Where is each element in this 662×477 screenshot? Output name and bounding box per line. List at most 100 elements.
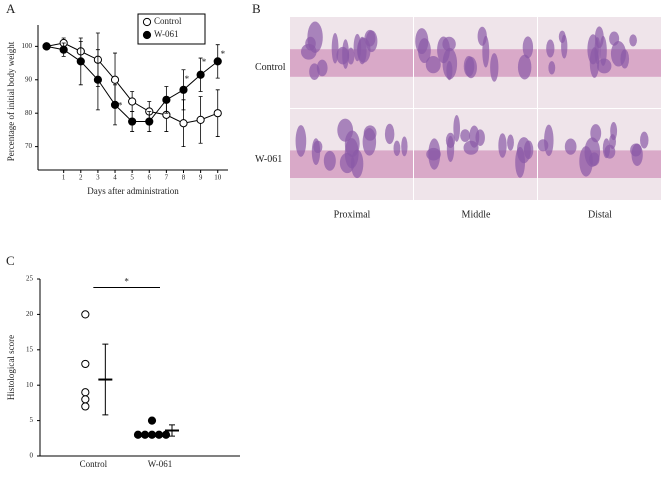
legend-marker: [142, 30, 152, 40]
point: [154, 430, 164, 439]
crypt: [522, 36, 534, 59]
crypt: [446, 135, 455, 163]
y-tick-label: 25: [26, 275, 34, 283]
point: [213, 109, 222, 118]
y-tick-label: 5: [30, 416, 34, 424]
column-label: Middle: [462, 209, 491, 220]
point: [161, 430, 171, 439]
point: [162, 95, 171, 104]
crypt: [350, 149, 364, 179]
legend-marker: [142, 17, 152, 27]
x-tick-label: 3: [96, 174, 100, 182]
crypt: [599, 35, 607, 66]
x-tick-label: 4: [113, 174, 117, 182]
crypt: [336, 46, 350, 65]
crypt: [498, 133, 507, 158]
point: [81, 395, 90, 404]
point: [110, 100, 120, 109]
crypt: [517, 54, 532, 80]
crypt: [537, 139, 549, 152]
x-tick-label: 2: [79, 174, 83, 182]
crypt: [475, 129, 485, 146]
crypt: [460, 129, 471, 142]
x-tick-label: 8: [182, 174, 186, 182]
column-label: Distal: [588, 209, 612, 220]
crypt: [561, 34, 568, 59]
x-tick-label: 7: [165, 174, 169, 182]
crypt: [344, 130, 360, 157]
crypt: [523, 140, 534, 160]
point: [81, 359, 90, 369]
crypt: [584, 137, 601, 167]
point: [81, 310, 90, 319]
crypt: [482, 35, 490, 68]
annotation: *: [202, 57, 207, 67]
x-tick-label: 1: [62, 174, 66, 182]
row-label: Control: [255, 62, 286, 73]
y-tick-label: 100: [22, 42, 33, 50]
crypt: [305, 36, 316, 51]
crypt: [610, 40, 627, 67]
crypt: [463, 140, 479, 155]
point: [81, 388, 90, 397]
crypt: [415, 28, 429, 55]
crypt: [347, 47, 355, 65]
crypt: [437, 36, 450, 64]
x-tick-label: 5: [130, 174, 134, 182]
histology-images: [290, 17, 661, 200]
y-axis-label: Percentage of initial body weight: [6, 41, 16, 161]
x-tick-label: 9: [199, 174, 203, 182]
point: [59, 45, 68, 54]
crypt: [465, 56, 477, 79]
y-tick-label: 80: [25, 109, 33, 117]
crypt: [604, 144, 616, 159]
crypt: [507, 134, 514, 151]
crypt: [546, 39, 555, 58]
point: [196, 115, 205, 124]
point: [140, 430, 150, 439]
annotation: *: [221, 49, 226, 59]
point: [76, 57, 85, 66]
y-axis-label: Histological score: [6, 335, 16, 400]
point: [213, 57, 222, 66]
crypt: [629, 34, 637, 47]
crypt: [630, 143, 642, 157]
annotation: *: [118, 101, 123, 111]
point: [196, 70, 205, 79]
crypt: [323, 150, 336, 171]
point: [133, 430, 143, 439]
x-axis-label: Days after administration: [87, 186, 179, 196]
point: [179, 119, 188, 128]
column-label: Proximal: [334, 209, 371, 220]
point: [110, 75, 120, 84]
crypt: [610, 122, 618, 141]
crypt: [490, 53, 499, 82]
crypt: [425, 55, 441, 74]
legend-label: W-061: [154, 29, 179, 39]
x-tick-label: Control: [80, 459, 108, 469]
panel-label: B: [252, 1, 261, 16]
panel-label: C: [6, 253, 15, 268]
x-tick-label: 10: [214, 174, 222, 182]
crypt: [446, 60, 453, 81]
x-tick-label: 6: [148, 174, 152, 182]
crypt: [384, 123, 395, 145]
point: [81, 402, 90, 411]
crypt: [564, 138, 577, 155]
crypt: [316, 59, 328, 77]
crypt: [587, 34, 599, 65]
crypt: [356, 37, 371, 63]
error-bar: [102, 343, 109, 416]
y-tick-label: 15: [26, 345, 34, 353]
crypt: [401, 136, 408, 157]
point: [145, 117, 154, 126]
crypt: [597, 58, 612, 74]
point: [179, 85, 188, 94]
crypt: [548, 61, 556, 75]
crypt: [331, 33, 339, 64]
error-bar: [169, 424, 175, 437]
annotation: *: [185, 74, 190, 84]
crypt: [428, 138, 441, 170]
crypt: [453, 114, 460, 142]
